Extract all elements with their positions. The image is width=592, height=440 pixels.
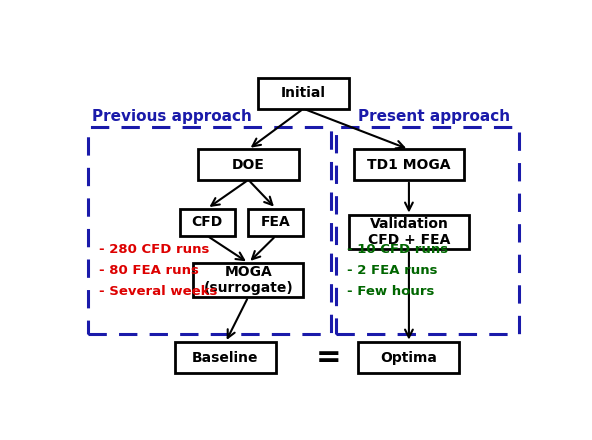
Bar (349, 216, 469, 249)
Text: FEA: FEA (261, 215, 291, 229)
Bar (198, 149, 299, 180)
Text: Previous approach: Previous approach (92, 109, 252, 124)
Bar (354, 149, 464, 180)
Text: TD1 MOGA: TD1 MOGA (367, 158, 451, 172)
Bar (175, 342, 276, 373)
Text: Optima: Optima (381, 351, 437, 365)
Text: CFD: CFD (191, 215, 223, 229)
Text: Validation
CFD + FEA: Validation CFD + FEA (368, 217, 450, 247)
Text: =: = (316, 343, 342, 372)
Bar (88, 127, 331, 334)
Text: Baseline: Baseline (192, 351, 259, 365)
Bar (336, 127, 519, 334)
Text: Initial: Initial (281, 86, 326, 100)
Bar (193, 263, 304, 297)
Bar (258, 78, 349, 109)
Bar (359, 342, 459, 373)
Bar (249, 209, 304, 236)
Text: Present approach: Present approach (359, 109, 510, 124)
Text: - 280 CFD runs
- 80 FEA runs
- Several weeks: - 280 CFD runs - 80 FEA runs - Several w… (99, 242, 218, 297)
Text: MOGA
(surrogate): MOGA (surrogate) (204, 265, 293, 295)
Bar (179, 209, 234, 236)
Text: DOE: DOE (232, 158, 265, 172)
Text: - 10 CFD runs
- 2 FEA runs
- Few hours: - 10 CFD runs - 2 FEA runs - Few hours (347, 242, 448, 297)
